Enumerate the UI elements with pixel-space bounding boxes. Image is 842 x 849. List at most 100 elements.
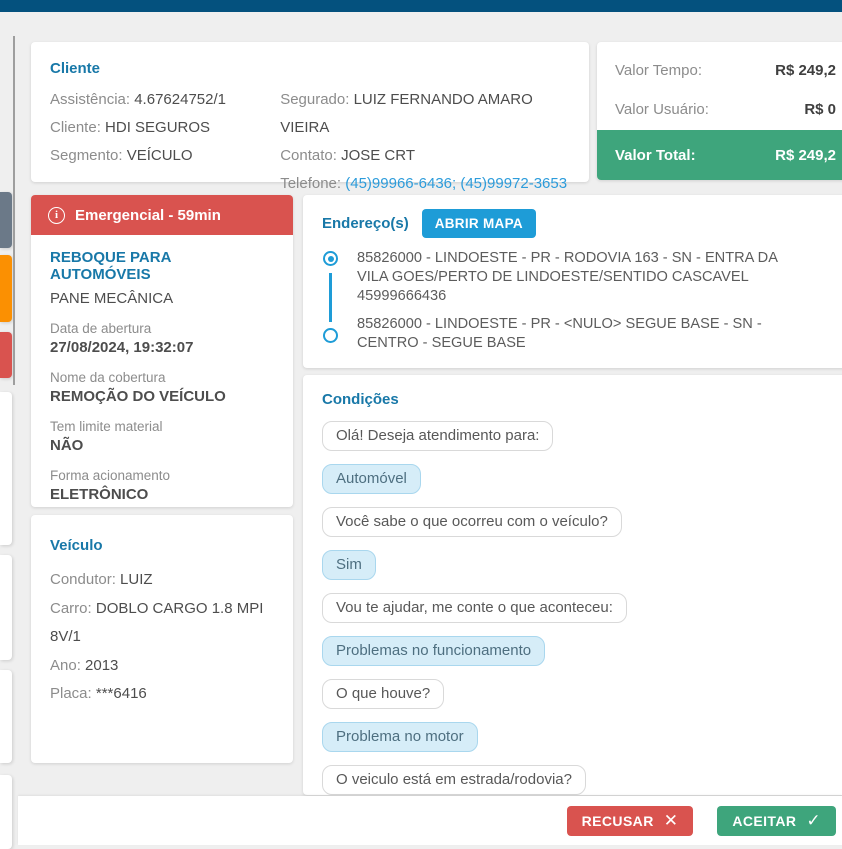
- service-card: i Emergencial - 59min REBOQUE PARA AUTOM…: [31, 195, 293, 507]
- field-value: 27/08/2024, 19:32:07: [50, 339, 194, 356]
- field-value: REMOÇÃO DO VEÍCULO: [50, 388, 226, 405]
- background-queue-card[interactable]: [0, 392, 12, 545]
- pricing-rows: Valor Tempo: R$ 249,2 Valor Usuário: R$ …: [615, 62, 836, 118]
- field-label: Nome da cobertura: [50, 370, 166, 385]
- pricing-row: Valor Tempo: R$ 249,2: [615, 62, 836, 79]
- address-row: 85826000 - LINDOESTE - PR - RODOVIA 163 …: [322, 249, 842, 306]
- route-marker-column: [322, 315, 357, 353]
- vehicle-info-row: Condutor: LUIZ: [50, 566, 274, 595]
- reject-button[interactable]: RECUSAR ✕: [566, 805, 694, 836]
- chat-log: Olá! Deseja atendimento para: Automóvel …: [322, 421, 842, 795]
- chat-bubble: Problemas no funcionamento: [322, 636, 546, 666]
- price-label: Valor Usuário:: [615, 101, 709, 118]
- field-value: ELETRÔNICO: [50, 486, 149, 503]
- pricing-card: Valor Tempo: R$ 249,2 Valor Usuário: R$ …: [597, 42, 842, 180]
- route-line: [329, 273, 332, 322]
- background-queue-card[interactable]: [0, 775, 12, 849]
- info-icon: i: [48, 206, 65, 224]
- service-fields: Data de abertura 27/08/2024, 19:32:07 No…: [50, 321, 275, 503]
- service-problem: PANE MECÂNICA: [50, 290, 174, 307]
- addresses-card: Endereço(s) ABRIR MAPA 85826000 - LINDOE…: [303, 195, 842, 368]
- accept-button[interactable]: ACEITAR ✓: [717, 805, 836, 836]
- client-card-title: Cliente: [50, 60, 101, 77]
- vehicle-rows: Condutor: LUIZ Carro: DOBLO CARGO 1.8 MP…: [50, 566, 274, 709]
- field-label: Placa:: [50, 685, 92, 702]
- check-icon: ✓: [806, 810, 821, 830]
- address-text: 85826000 - LINDOESTE - PR - <NULO> SEGUE…: [357, 316, 762, 351]
- address-row: 85826000 - LINDOESTE - PR - <NULO> SEGUE…: [322, 315, 842, 353]
- service-field: Forma acionamento ELETRÔNICO: [50, 468, 275, 503]
- chat-bubble: Olá! Deseja atendimento para:: [322, 421, 554, 451]
- client-info-row: Segurado: LUIZ FERNANDO AMARO VIEIRA: [280, 86, 570, 142]
- urgency-banner: i Emergencial - 59min: [31, 195, 293, 235]
- route-marker-column: [322, 249, 357, 306]
- field-value[interactable]: LUIZ FERNANDO AMARO VIEIRA: [280, 91, 533, 136]
- service-field: Data de abertura 27/08/2024, 19:32:07: [50, 321, 275, 356]
- field-value[interactable]: JOSE CRT: [341, 147, 415, 164]
- client-info-row: Segmento: VEÍCULO: [50, 142, 280, 170]
- route-point-icon: [323, 251, 338, 266]
- price-value: R$ 249,2: [775, 62, 836, 79]
- chat-bubble: Problema no motor: [322, 722, 478, 752]
- service-field: Tem limite material NÃO: [50, 419, 275, 454]
- field-label: Forma acionamento: [50, 468, 171, 483]
- chat-bubble: O que houve?: [322, 679, 445, 709]
- total-value: R$ 249,2: [775, 146, 836, 164]
- background-queue-card[interactable]: [0, 670, 12, 763]
- total-label: Valor Total:: [615, 146, 696, 164]
- field-value: 4.67624752/1: [134, 91, 226, 108]
- background-queue-card[interactable]: [0, 192, 12, 248]
- field-label: Telefone:: [280, 175, 342, 192]
- x-icon: ✕: [663, 810, 679, 830]
- footer-bar: RECUSAR ✕ ACEITAR ✓: [18, 796, 842, 845]
- client-info-row: Cliente: HDI SEGUROS: [50, 114, 280, 142]
- field-label: Carro:: [50, 599, 92, 617]
- scrollbar-thumb[interactable]: [13, 36, 15, 385]
- price-value: R$ 0: [804, 101, 836, 118]
- chat-bubble: Vou te ajudar, me conte o que aconteceu:: [322, 593, 627, 623]
- field-label: Contato:: [280, 147, 337, 164]
- vehicle-info-row: Placa: ***6416: [50, 680, 274, 709]
- field-value: ***6416: [95, 685, 147, 702]
- conditions-card-title: Condições: [322, 391, 399, 408]
- field-value[interactable]: (45)99966-6436; (45)99972-3653: [345, 175, 568, 192]
- field-label: Segmento:: [50, 147, 123, 164]
- vehicle-info-row: Ano: 2013: [50, 652, 274, 681]
- address-text: 85826000 - LINDOESTE - PR - RODOVIA 163 …: [357, 250, 778, 304]
- field-label: Segurado:: [280, 91, 350, 108]
- client-info-row: Telefone: (45)99966-6436; (45)99972-3653: [280, 170, 570, 198]
- chat-bubble: Você sabe o que ocorreu com o veículo?: [322, 507, 622, 537]
- urgency-banner-label: Emergencial - 59min: [75, 206, 221, 224]
- field-value: DOBLO CARGO 1.8 MPI 8V/1: [50, 599, 264, 646]
- field-value: NÃO: [50, 437, 84, 454]
- pricing-row: Valor Usuário: R$ 0: [615, 101, 836, 118]
- field-value: 2013: [85, 656, 119, 674]
- background-queue-card[interactable]: [0, 332, 12, 378]
- app-header-bar: [0, 0, 842, 12]
- client-info-row: Contato: JOSE CRT: [280, 142, 570, 170]
- addresses-card-title: Endereço(s): [322, 215, 409, 232]
- client-info-column-right: Segurado: LUIZ FERNANDO AMARO VIEIRA Con…: [280, 86, 570, 198]
- background-queue-card[interactable]: [0, 255, 12, 322]
- accept-button-label: ACEITAR: [732, 812, 797, 829]
- field-label: Condutor:: [50, 571, 116, 588]
- chat-bubble: Sim: [322, 550, 376, 580]
- field-label: Cliente:: [50, 119, 101, 136]
- field-value: HDI SEGUROS: [105, 119, 211, 136]
- reject-button-label: RECUSAR: [581, 812, 654, 829]
- price-label: Valor Tempo:: [615, 62, 702, 79]
- service-field: Nome da cobertura REMOÇÃO DO VEÍCULO: [50, 370, 275, 405]
- field-label: Assistência:: [50, 91, 131, 108]
- client-info-row: Assistência: 4.67624752/1: [50, 86, 280, 114]
- field-label: Ano:: [50, 656, 81, 674]
- field-label: Data de abertura: [50, 321, 152, 336]
- service-name: REBOQUE PARA AUTOMÓVEIS: [50, 249, 171, 283]
- vehicle-card-title: Veículo: [50, 537, 103, 554]
- client-card: Cliente Assistência: 4.67624752/1 Client…: [31, 42, 589, 192]
- client-info-column-left: Assistência: 4.67624752/1 Cliente: HDI S…: [50, 86, 280, 198]
- background-queue-card[interactable]: [0, 555, 12, 660]
- route-point-icon: [323, 328, 338, 343]
- open-map-button[interactable]: ABRIR MAPA: [421, 209, 536, 238]
- field-label: Tem limite material: [50, 419, 163, 434]
